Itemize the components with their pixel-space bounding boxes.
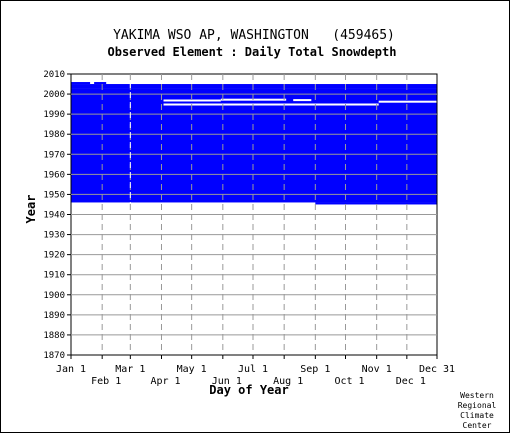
- credit-line: Center: [463, 421, 492, 430]
- data-gap: [163, 103, 379, 106]
- x-tick-label: Jan 1: [56, 364, 86, 375]
- data-block: [71, 84, 437, 89]
- x-tick-label: Nov 1: [362, 364, 392, 375]
- credit-line: Regional: [458, 401, 497, 410]
- x-tick-label: May 1: [177, 364, 207, 375]
- chart-title: YAKIMA WSO AP, WASHINGTON (459465): [113, 28, 395, 43]
- y-tick-label: 2010: [43, 70, 65, 80]
- x-tick-label: Jun 1: [212, 376, 242, 387]
- data-gap: [378, 100, 437, 103]
- y-tick-label: 1940: [43, 211, 65, 221]
- data-gap: [163, 99, 221, 102]
- y-tick-label: 1920: [43, 251, 65, 261]
- x-tick-label: Mar 1: [115, 364, 145, 375]
- grid-layer: [70, 73, 438, 356]
- y-tick-label: 1960: [43, 170, 65, 180]
- y-tick-label: 1890: [43, 311, 65, 321]
- x-tick-label: Oct 1: [334, 376, 364, 387]
- x-tick-label: Jul 1: [238, 364, 268, 375]
- chart-subtitle: Observed Element : Daily Total Snowdepth: [108, 45, 397, 59]
- y-tick-label: 1880: [43, 331, 65, 341]
- data-block: [71, 88, 437, 203]
- y-axis-label: Year: [24, 195, 38, 224]
- y-tick-label: 1970: [43, 150, 65, 160]
- credit-line: Western: [460, 391, 494, 400]
- x-tick-label: Dec 1: [396, 376, 426, 387]
- data-gap: [293, 99, 312, 102]
- data-block: [315, 202, 437, 205]
- data-gap: [220, 98, 287, 101]
- data-block: [71, 82, 91, 85]
- y-tick-label: 1980: [43, 130, 65, 140]
- credit-line: Climate: [460, 411, 494, 420]
- x-tick-label: Apr 1: [150, 376, 180, 387]
- data-layer: [71, 82, 437, 205]
- x-axis-label: Day of Year: [209, 383, 288, 397]
- y-tick-label: 1900: [43, 291, 65, 301]
- y-tick-label: 1990: [43, 110, 65, 120]
- x-tick-label: Aug 1: [273, 376, 303, 387]
- x-tick-label: Dec 31: [419, 364, 455, 375]
- data-block: [94, 82, 107, 85]
- y-tick-label: 1910: [43, 271, 65, 281]
- y-tick-label: 2000: [43, 90, 65, 100]
- tick-layer: 1870 1880 1890 1900 1910 1920 1930 1940 1950 1960…: [43, 70, 455, 387]
- x-tick-label: Feb 1: [91, 376, 121, 387]
- y-tick-label: 1870: [43, 351, 65, 361]
- x-tick-label: Sep 1: [300, 364, 330, 375]
- y-tick-label: 1950: [43, 190, 65, 200]
- y-tick-label: 1930: [43, 231, 65, 241]
